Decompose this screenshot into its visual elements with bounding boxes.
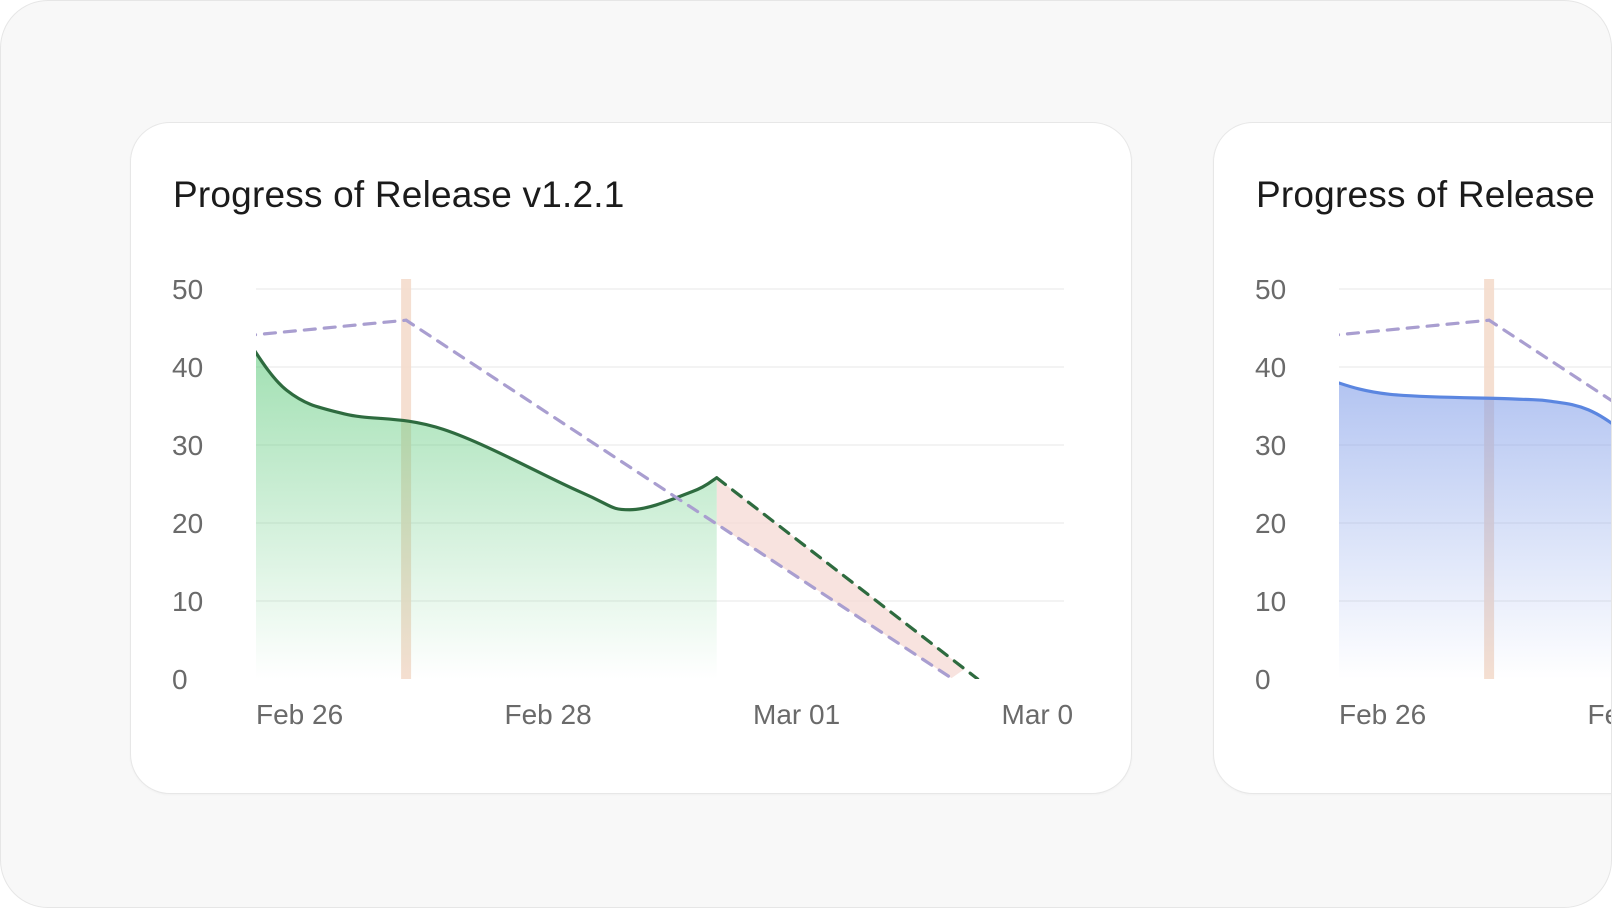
projected-line bbox=[715, 476, 980, 679]
y-tick-label: 20 bbox=[172, 508, 203, 539]
x-tick-label: Feb 26 bbox=[1339, 699, 1426, 730]
release-progress-card-2: Progress of Release 0 10 20 30 40 50 Feb 26 Fe bbox=[1213, 122, 1612, 794]
y-tick-label: 0 bbox=[172, 664, 188, 695]
x-tick-label: Mar 01 bbox=[753, 699, 840, 730]
y-tick-label: 10 bbox=[1255, 586, 1286, 617]
actual-remaining-line bbox=[1339, 381, 1611, 425]
ideal-burndown-line bbox=[256, 318, 955, 679]
release-progress-card: Progress of Release v1.2.1 0 10 20 30 40 50 Fe… bbox=[130, 122, 1132, 794]
chart-title: Progress of Release v1.2.1 bbox=[173, 174, 625, 215]
x-tick-label: Fe bbox=[1588, 699, 1612, 730]
burndown-chart: 0 10 20 30 40 50 Feb 26 Fe bbox=[1255, 274, 1612, 730]
ideal-burndown-line bbox=[1339, 318, 1611, 403]
plot-area bbox=[256, 279, 980, 679]
y-tick-label: 40 bbox=[1255, 352, 1286, 383]
y-tick-label: 0 bbox=[1255, 664, 1271, 695]
y-tick-label: 10 bbox=[172, 586, 203, 617]
x-tick-label: Feb 28 bbox=[505, 699, 592, 730]
y-tick-label: 50 bbox=[172, 274, 203, 305]
y-tick-label: 30 bbox=[1255, 430, 1286, 461]
y-tick-label: 40 bbox=[172, 352, 203, 383]
x-tick-label: Mar 0 bbox=[1002, 699, 1074, 730]
y-tick-label: 50 bbox=[1255, 274, 1286, 305]
plot-area bbox=[1339, 279, 1611, 679]
chart-title: Progress of Release bbox=[1256, 174, 1596, 215]
burndown-chart: 0 10 20 30 40 50 Feb 26 Feb 28 Mar 01 Mar 0 bbox=[172, 274, 1074, 730]
actual-area bbox=[1339, 382, 1611, 679]
x-tick-label: Feb 26 bbox=[256, 699, 343, 730]
y-tick-label: 30 bbox=[172, 430, 203, 461]
actual-area bbox=[256, 352, 717, 679]
y-tick-label: 20 bbox=[1255, 508, 1286, 539]
